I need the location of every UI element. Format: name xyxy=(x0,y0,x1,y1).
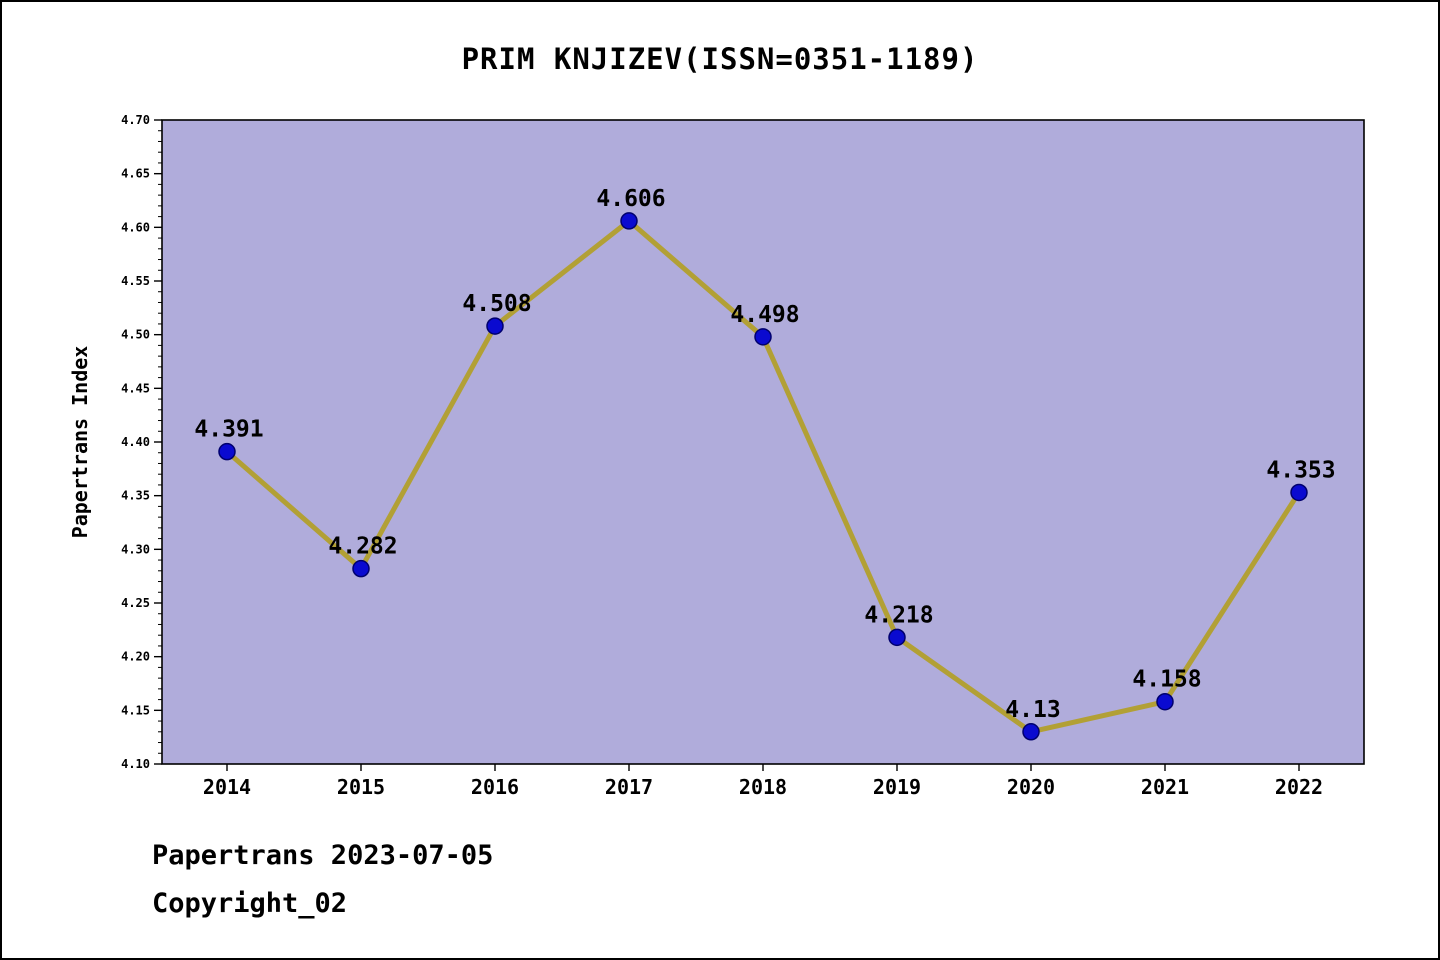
plot-area xyxy=(162,120,1364,764)
point-value-label: 4.13 xyxy=(1005,697,1060,723)
y-tick-label: 4.50 xyxy=(121,328,150,342)
x-tick-label: 2019 xyxy=(873,775,921,799)
x-tick-label: 2022 xyxy=(1275,775,1323,799)
data-point xyxy=(620,212,638,230)
x-tick-label: 2016 xyxy=(471,775,519,799)
x-tick-label: 2018 xyxy=(739,775,787,799)
chart-title: PRIM KNJIZEV(ISSN=0351-1189) xyxy=(461,42,979,76)
footer-copyright: Copyright_02 xyxy=(152,888,348,919)
y-tick-label: 4.65 xyxy=(121,167,150,181)
point-value-label: 4.498 xyxy=(730,302,799,328)
y-tick-label: 4.70 xyxy=(121,113,150,127)
data-point xyxy=(218,442,236,461)
point-value-label: 4.508 xyxy=(462,291,531,317)
data-point xyxy=(1022,723,1040,741)
footer-date: Papertrans 2023-07-05 xyxy=(152,840,494,871)
data-point xyxy=(486,317,504,335)
point-value-label: 4.606 xyxy=(596,186,665,212)
data-point xyxy=(1156,692,1174,711)
y-tick-label: 4.60 xyxy=(121,220,150,234)
y-tick-label: 4.35 xyxy=(121,489,150,503)
point-value-label: 4.353 xyxy=(1266,457,1335,483)
point-value-label: 4.282 xyxy=(328,534,397,560)
plot-frame xyxy=(161,119,1365,765)
data-point xyxy=(352,559,370,578)
data-point xyxy=(888,628,906,647)
x-tick-label: 2020 xyxy=(1007,775,1055,799)
x-tick-label: 2021 xyxy=(1141,775,1189,799)
y-tick-label: 4.40 xyxy=(121,435,150,449)
point-value-label: 4.218 xyxy=(864,602,933,628)
y-tick-label: 4.55 xyxy=(121,274,150,288)
y-axis-label: Papertrans Index xyxy=(68,345,92,539)
point-value-label: 4.391 xyxy=(194,417,263,443)
data-point xyxy=(1290,483,1308,502)
y-tick-label: 4.25 xyxy=(121,596,150,610)
y-tick-label: 4.10 xyxy=(121,757,150,771)
x-tick-label: 2015 xyxy=(337,775,385,799)
y-tick-label: 4.15 xyxy=(121,703,150,717)
data-point xyxy=(754,328,772,346)
y-tick-label: 4.30 xyxy=(121,542,150,556)
x-tick-label: 2017 xyxy=(605,775,653,799)
x-tick-label: 2014 xyxy=(203,775,251,799)
point-value-label: 4.158 xyxy=(1132,667,1201,693)
y-tick-label: 4.20 xyxy=(121,650,150,664)
y-tick-label: 4.45 xyxy=(121,381,150,395)
